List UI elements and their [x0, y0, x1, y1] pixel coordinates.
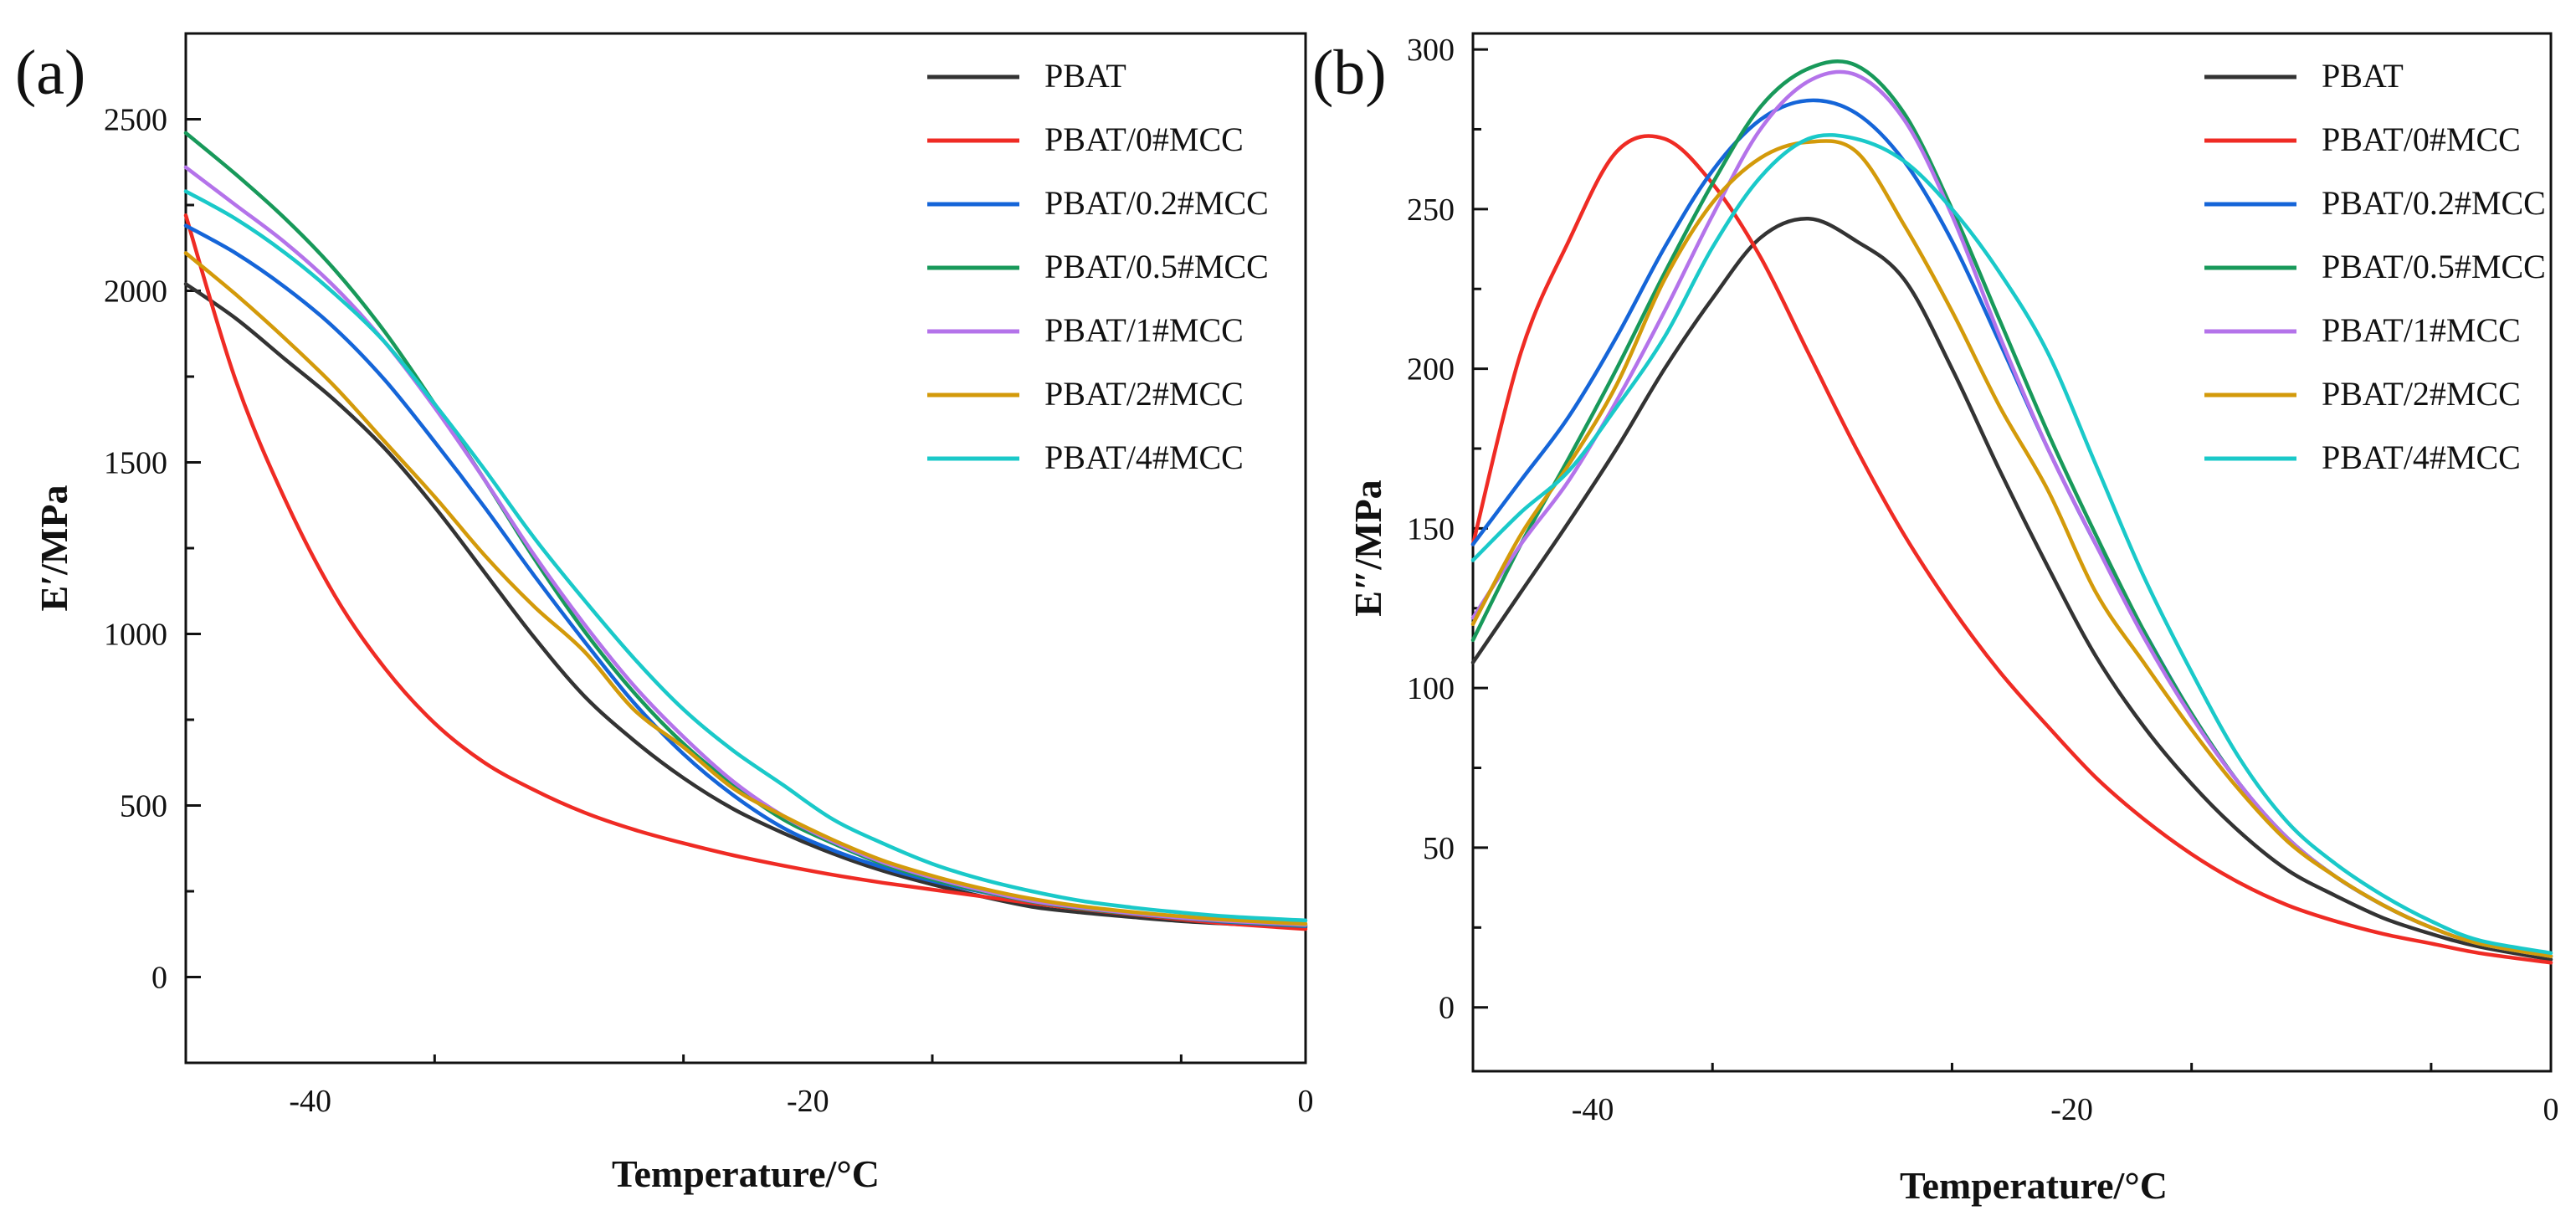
x-tick-label: -20 [787, 1084, 829, 1119]
legend-label: PBAT/4#MCC [2322, 439, 2521, 476]
x-tick-label: 0 [1298, 1084, 1314, 1119]
x-tick-label: -20 [2050, 1092, 2093, 1127]
y-tick-label: 0 [1439, 991, 1455, 1026]
y-tick-label: 100 [1407, 671, 1455, 706]
y-tick-label: 50 [1423, 831, 1455, 866]
legend-label: PBAT/4#MCC [1044, 439, 1244, 476]
legend-label: PBAT/0.2#MCC [2322, 184, 2546, 222]
legend-label: PBAT [1044, 57, 1126, 95]
legend-label: PBAT/0.2#MCC [1044, 184, 1269, 222]
x-tick-label: 0 [2543, 1092, 2559, 1127]
series-line-pbat-4-mcc [183, 189, 1308, 923]
y-tick-label: 250 [1407, 192, 1455, 228]
panel-label: (a) [15, 38, 85, 108]
y-axis-title: E′/MPa [33, 485, 75, 612]
y-tick-label: 1000 [104, 618, 167, 653]
plot-frame [1471, 32, 2553, 1073]
panel-a-chart: -40 -20 0 0 500 1000 1500 2000 2500 PBAT PBAT/0#MC… [15, 32, 1314, 1195]
series-line-pbat-2-mcc [183, 251, 1308, 926]
legend-label: PBAT/0#MCC [2322, 121, 2521, 158]
legend-label: PBAT/2#MCC [2322, 375, 2521, 413]
y-tick-label: 200 [1407, 352, 1455, 387]
series-line-pbat [1470, 217, 2553, 962]
legend-label: PBAT/1#MCC [1044, 311, 1244, 349]
legend-label: PBAT/2#MCC [1044, 375, 1244, 413]
y-tick-label: 1500 [104, 446, 167, 481]
legend-label: PBAT [2322, 57, 2404, 95]
series-line-pbat-2-mcc [1470, 139, 2553, 958]
x-tick-label: -40 [1572, 1092, 1614, 1127]
series-line-pbat-0-mcc [1470, 134, 2553, 965]
panel-b-chart: -40 -20 0 0 50 100 150 200 250 300 PBAT PBAT/0#MCC P… [1312, 32, 2559, 1207]
y-tick-label: 2500 [104, 103, 167, 138]
legend-label: PBAT/0.5#MCC [1044, 248, 1269, 285]
legend-label: PBAT/0#MCC [1044, 121, 1244, 158]
x-axis-title: Temperature/°C [612, 1152, 880, 1195]
panel-label: (b) [1312, 38, 1387, 108]
y-tick-label: 500 [120, 789, 167, 824]
x-tick-label: -40 [289, 1084, 331, 1119]
legend-label: PBAT/0.5#MCC [2322, 248, 2546, 285]
y-tick-label: 150 [1407, 511, 1455, 546]
series-line-pbat [183, 282, 1308, 930]
y-axis-title: E″/MPa [1347, 480, 1389, 616]
y-tick-label: 300 [1407, 33, 1455, 68]
y-tick-label: 2000 [104, 274, 167, 310]
legend-label: PBAT/1#MCC [2322, 311, 2521, 349]
x-axis-title: Temperature/°C [1900, 1164, 2168, 1207]
series-line-pbat-4-mcc [1470, 133, 2553, 956]
y-tick-label: 0 [151, 961, 167, 996]
